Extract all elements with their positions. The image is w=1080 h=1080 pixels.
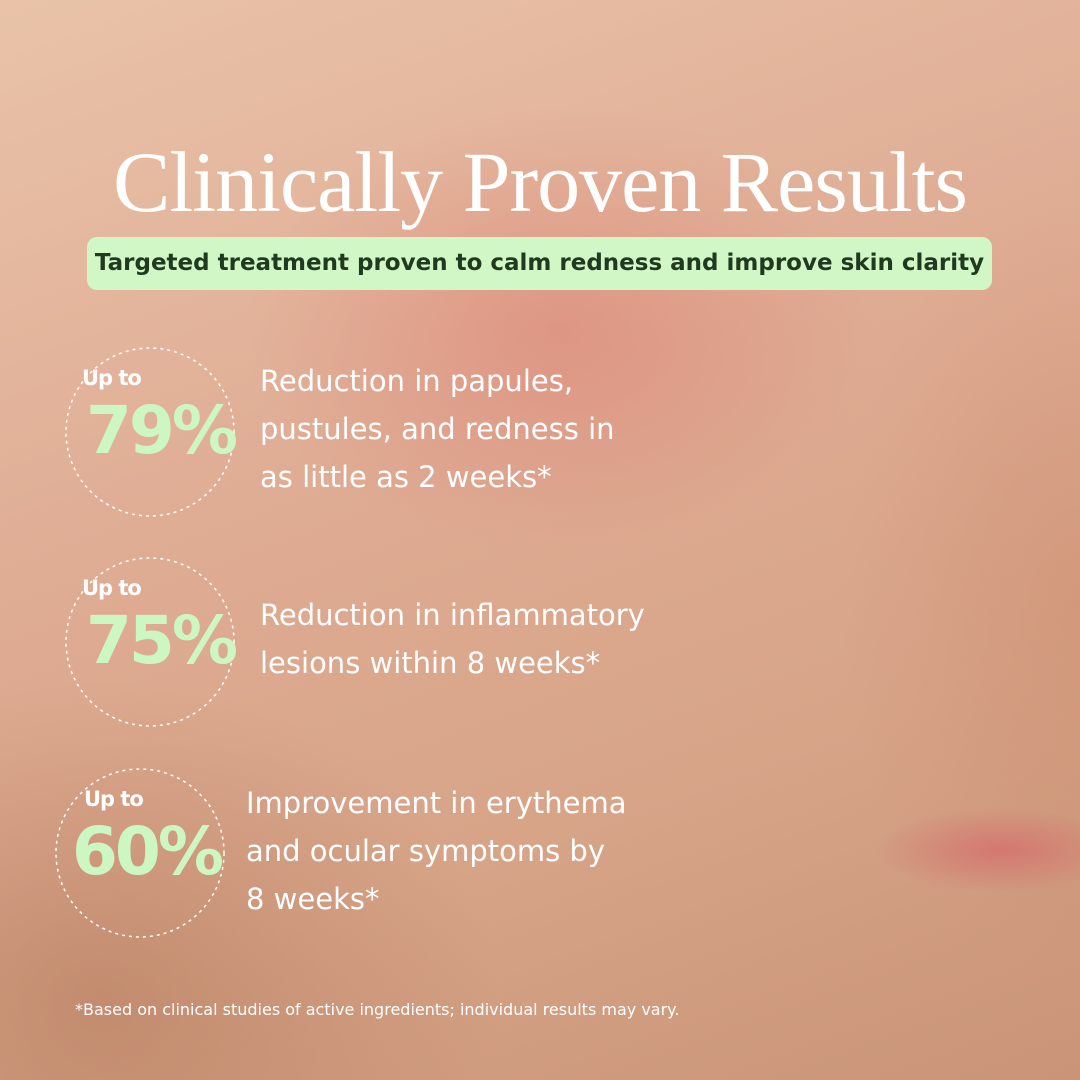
stat-description: pustules, and redness in: [260, 412, 615, 446]
stat-description: 8 weeks*: [246, 882, 380, 916]
dashed-circle: [65, 347, 235, 517]
stat-description: Reduction in papules,: [260, 364, 574, 398]
stat-description: and ocular symptoms by: [246, 834, 606, 868]
stat-prefix: Up to: [84, 787, 144, 811]
subtitle: Targeted treatment proven to calm rednes…: [87, 237, 992, 290]
footnote: *Based on clinical studies of active ing…: [75, 1000, 680, 1019]
stat-description: Improvement in erythema: [246, 786, 627, 820]
stat-description: lesions within 8 weeks*: [260, 646, 601, 680]
title: Clinically Proven Results: [112, 134, 968, 230]
stat-prefix: Up to: [82, 366, 142, 390]
stat-description: Reduction in inflammatory: [260, 598, 645, 632]
stat-prefix: Up to: [82, 576, 142, 600]
stat-figure: 79%: [86, 392, 238, 469]
stat-figure: 75%: [86, 602, 238, 679]
stat-figure: 60%: [72, 813, 224, 890]
stat-description: as little as 2 weeks*: [260, 460, 552, 494]
dashed-circle: [65, 557, 235, 727]
dashed-circle: [55, 768, 225, 938]
